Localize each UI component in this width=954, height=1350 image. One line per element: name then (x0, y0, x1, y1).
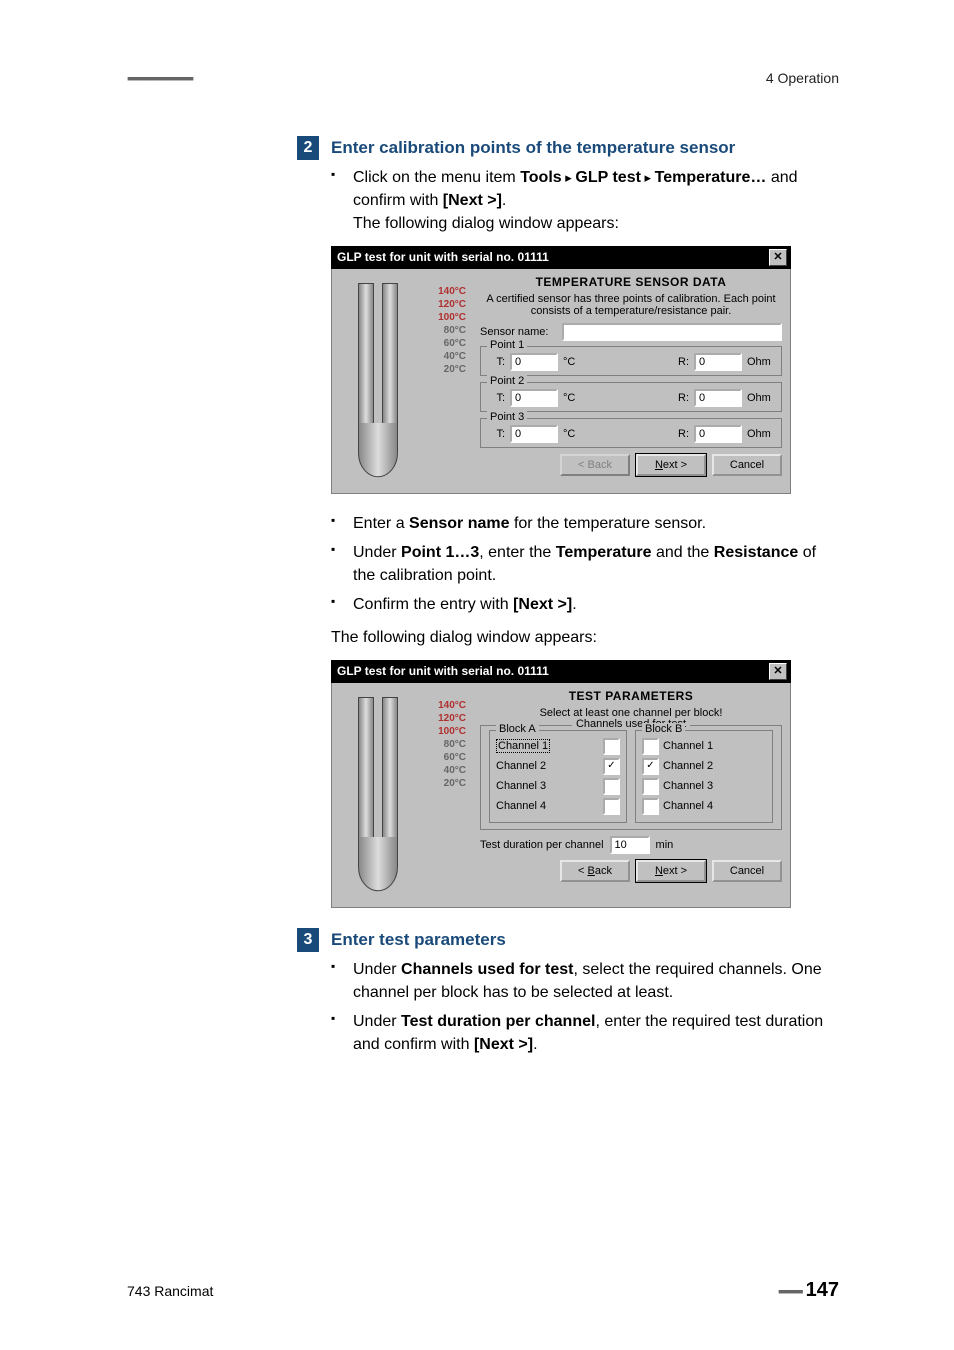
checkbox-icon[interactable] (642, 778, 659, 795)
checkbox-icon[interactable] (642, 738, 659, 755)
channels-group: Channels used for test Block A Channel 1… (480, 725, 782, 830)
cancel-button[interactable]: Cancel (712, 860, 782, 882)
page-header: ▪▪▪▪▪▪▪▪▪▪▪▪▪▪▪▪▪▪▪▪▪▪ 4 Operation (127, 70, 839, 86)
dialog-title: GLP test for unit with serial no. 01111 (337, 250, 549, 264)
dialog2-illustration: 140°C 120°C 100°C 80°C 60°C 40°C 20°C (340, 689, 470, 899)
bullet-confirm-next: Confirm the entry with [Next >]. (331, 593, 839, 616)
section-title: TEMPERATURE SENSOR DATA (480, 275, 782, 289)
step-3-number: 3 (297, 928, 319, 952)
close-icon[interactable]: ✕ (769, 663, 787, 680)
header-ornament: ▪▪▪▪▪▪▪▪▪▪▪▪▪▪▪▪▪▪▪▪▪▪ (127, 70, 192, 86)
back-button[interactable]: < Back (560, 860, 630, 882)
sensor-name-label: Sensor name: (480, 326, 558, 338)
channel-label: Channel 2 (663, 760, 713, 772)
close-icon[interactable]: ✕ (769, 249, 787, 266)
dialog2-buttons: < Back Next > Cancel (480, 860, 782, 882)
blockA-row-3[interactable]: Channel 3 (496, 778, 620, 795)
channel-label: Channel 4 (496, 800, 546, 812)
next-button[interactable]: Next > (636, 860, 706, 882)
point-2: Point 2 T: °C R: Ohm (480, 382, 782, 412)
point2-r-input[interactable] (694, 389, 742, 407)
duration-label: Test duration per channel (480, 839, 604, 851)
thermo-scale-2: 140°C 120°C 100°C 80°C 60°C 40°C 20°C (438, 699, 466, 790)
dialog2-body: 140°C 120°C 100°C 80°C 60°C 40°C 20°C TE… (331, 683, 791, 908)
step-2-bullets: Click on the menu item Tools ▸ GLP test … (331, 166, 839, 236)
duration-input[interactable] (610, 836, 650, 854)
checkbox-icon[interactable]: ✓ (603, 758, 620, 775)
point-1: Point 1 T: °C R: Ohm (480, 346, 782, 376)
channel-label: Channel 1 (663, 740, 713, 752)
point1-t-input[interactable] (510, 353, 558, 371)
channel-label: Channel 4 (663, 800, 713, 812)
cancel-button[interactable]: Cancel (712, 454, 782, 476)
footer-product: 743 Rancimat (127, 1283, 213, 1299)
checkbox-icon[interactable] (603, 778, 620, 795)
bullet-sensor-name: Enter a Sensor name for the temperature … (331, 512, 839, 535)
dialog2-form: TEST PARAMETERS Select at least one chan… (480, 689, 782, 899)
point2-t-input[interactable] (510, 389, 558, 407)
footer-ornament: ▪▪▪▪▪▪▪▪ (778, 1283, 802, 1299)
step-3-title: Enter test parameters (331, 928, 506, 950)
block-a-legend: Block A (496, 723, 539, 735)
checkbox-icon[interactable]: ✓ (642, 758, 659, 775)
content: 2 Enter calibration points of the temper… (297, 136, 839, 1056)
bullet-point-1-3: Under Point 1…3, enter the Temperature a… (331, 541, 839, 587)
dialog-illustration: 140°C 120°C 100°C 80°C 60°C 40°C 20°C (340, 275, 470, 485)
step-2-number: 2 (297, 136, 319, 160)
point-2-legend: Point 2 (487, 375, 527, 387)
duration-row: Test duration per channel min (480, 836, 782, 854)
dialog-test-params: GLP test for unit with serial no. 01111 … (331, 660, 791, 908)
blockA-row-2[interactable]: Channel 2 ✓ (496, 758, 620, 775)
blockB-row-3[interactable]: Channel 3 (642, 778, 766, 795)
section2-title: TEST PARAMETERS (480, 689, 782, 703)
dialog2-titlebar: GLP test for unit with serial no. 01111 … (331, 660, 791, 683)
channel-label: Channel 1 (496, 739, 550, 753)
checkbox-icon[interactable] (603, 798, 620, 815)
back-button: < Back (560, 454, 630, 476)
point-1-legend: Point 1 (487, 339, 527, 351)
bullet-channels: Under Channels used for test, select the… (331, 958, 839, 1004)
point3-r-input[interactable] (694, 425, 742, 443)
step-3-bullets: Under Channels used for test, select the… (331, 958, 839, 1057)
bullet-click-menu: Click on the menu item Tools ▸ GLP test … (331, 166, 839, 236)
blockB-row-4[interactable]: Channel 4 (642, 798, 766, 815)
page: ▪▪▪▪▪▪▪▪▪▪▪▪▪▪▪▪▪▪▪▪▪▪ 4 Operation 2 Ent… (0, 0, 954, 1350)
point3-t-input[interactable] (510, 425, 558, 443)
page-number: 147 (806, 1279, 839, 1301)
page-footer: 743 Rancimat ▪▪▪▪▪▪▪▪ 147 (127, 1279, 839, 1302)
checkbox-icon[interactable] (603, 738, 620, 755)
sensor-name-input[interactable] (562, 323, 782, 341)
point-3: Point 3 T: °C R: Ohm (480, 418, 782, 448)
blockA-row-1[interactable]: Channel 1 (496, 738, 620, 755)
channel-label: Channel 3 (663, 780, 713, 792)
block-b-legend: Block B (642, 723, 685, 735)
point1-r-input[interactable] (694, 353, 742, 371)
header-section: 4 Operation (766, 70, 839, 86)
bullet-duration: Under Test duration per channel, enter t… (331, 1010, 839, 1056)
blockB-row-2[interactable]: ✓ Channel 2 (642, 758, 766, 775)
channel-label: Channel 2 (496, 760, 546, 772)
after-d1-bullets: Enter a Sensor name for the temperature … (331, 512, 839, 617)
dialog1-buttons: < Back Next > Cancel (480, 454, 782, 476)
checkbox-icon[interactable] (642, 798, 659, 815)
point-3-legend: Point 3 (487, 411, 527, 423)
dialog-form: TEMPERATURE SENSOR DATA A certified sens… (480, 275, 782, 485)
duration-unit: min (656, 839, 674, 851)
dialog2-title: GLP test for unit with serial no. 01111 (337, 664, 549, 678)
following-2: The following dialog window appears: (331, 626, 839, 649)
blockA-row-4[interactable]: Channel 4 (496, 798, 620, 815)
dialog-titlebar: GLP test for unit with serial no. 01111 … (331, 246, 791, 269)
channel-label: Channel 3 (496, 780, 546, 792)
next-button[interactable]: Next > (636, 454, 706, 476)
step-3-header: 3 Enter test parameters (297, 928, 839, 952)
step-2-header: 2 Enter calibration points of the temper… (297, 136, 839, 160)
thermo-scale: 140°C 120°C 100°C 80°C 60°C 40°C 20°C (438, 285, 466, 376)
step-2-title: Enter calibration points of the temperat… (331, 136, 735, 158)
block-b: Block B Channel 1✓Channel 2Channel 3Chan… (635, 730, 773, 823)
blockB-row-1[interactable]: Channel 1 (642, 738, 766, 755)
dialog-body: 140°C 120°C 100°C 80°C 60°C 40°C 20°C TE… (331, 269, 791, 494)
block-a: Block A Channel 1Channel 2✓Channel 3Chan… (489, 730, 627, 823)
dialog-sensor-data: GLP test for unit with serial no. 01111 … (331, 246, 791, 494)
section-sub: A certified sensor has three points of c… (480, 293, 782, 317)
